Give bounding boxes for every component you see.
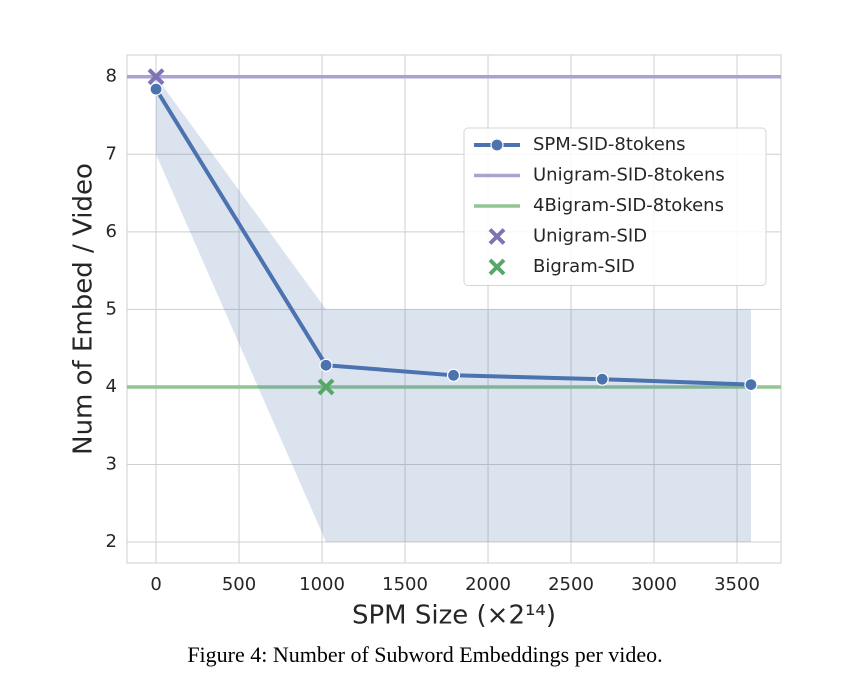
x-tick-label: 2000 <box>465 574 511 595</box>
legend-label: Unigram-SID <box>533 226 647 247</box>
point <box>319 358 333 372</box>
point <box>149 82 163 96</box>
legend-point <box>490 138 504 152</box>
y-tick-label: 8 <box>106 66 117 87</box>
legend-box <box>463 127 767 286</box>
x-axis-label: SPM Size (×2¹⁴) <box>352 601 556 631</box>
legend-label: Bigram-SID <box>533 256 635 277</box>
legend-handle <box>488 228 506 245</box>
x-tick-label: 3500 <box>714 574 760 595</box>
x-tick-label: 1000 <box>299 574 345 595</box>
x-marker <box>147 68 165 86</box>
point <box>744 378 758 392</box>
x-tick-label: 0 <box>150 574 161 595</box>
y-tick-label: 2 <box>106 531 117 552</box>
point <box>446 368 461 382</box>
x-tick-label: 1500 <box>382 574 428 595</box>
legend-label: 4Bigram-SID-8tokens <box>533 195 724 216</box>
x-stroke <box>317 378 335 396</box>
y-tick-label: 3 <box>106 454 117 475</box>
y-axis-label: Num of Embed / Video <box>69 163 99 455</box>
y-tick-label: 5 <box>106 298 117 319</box>
legend-handle <box>488 258 506 276</box>
plot-frame <box>126 54 782 564</box>
legend-label: Unigram-SID-8tokens <box>533 165 725 186</box>
x-stroke <box>488 258 506 276</box>
x-tick-label: 500 <box>222 574 256 595</box>
y-tick-label: 7 <box>106 143 117 164</box>
legend-label: SPM-SID-8tokens <box>533 134 686 155</box>
confidence-band <box>156 76 751 543</box>
x-tick-label: 3000 <box>631 574 677 595</box>
x-tick-label: 2500 <box>548 574 594 595</box>
y-tick-label: 6 <box>106 221 117 242</box>
x-marker <box>317 378 335 396</box>
x-stroke <box>488 228 506 245</box>
point <box>595 372 609 386</box>
caption: Figure 4: Number of Subword Embeddings p… <box>187 642 662 667</box>
y-tick-label: 4 <box>106 376 117 397</box>
x-stroke <box>147 68 165 86</box>
legend-handle <box>474 138 520 152</box>
